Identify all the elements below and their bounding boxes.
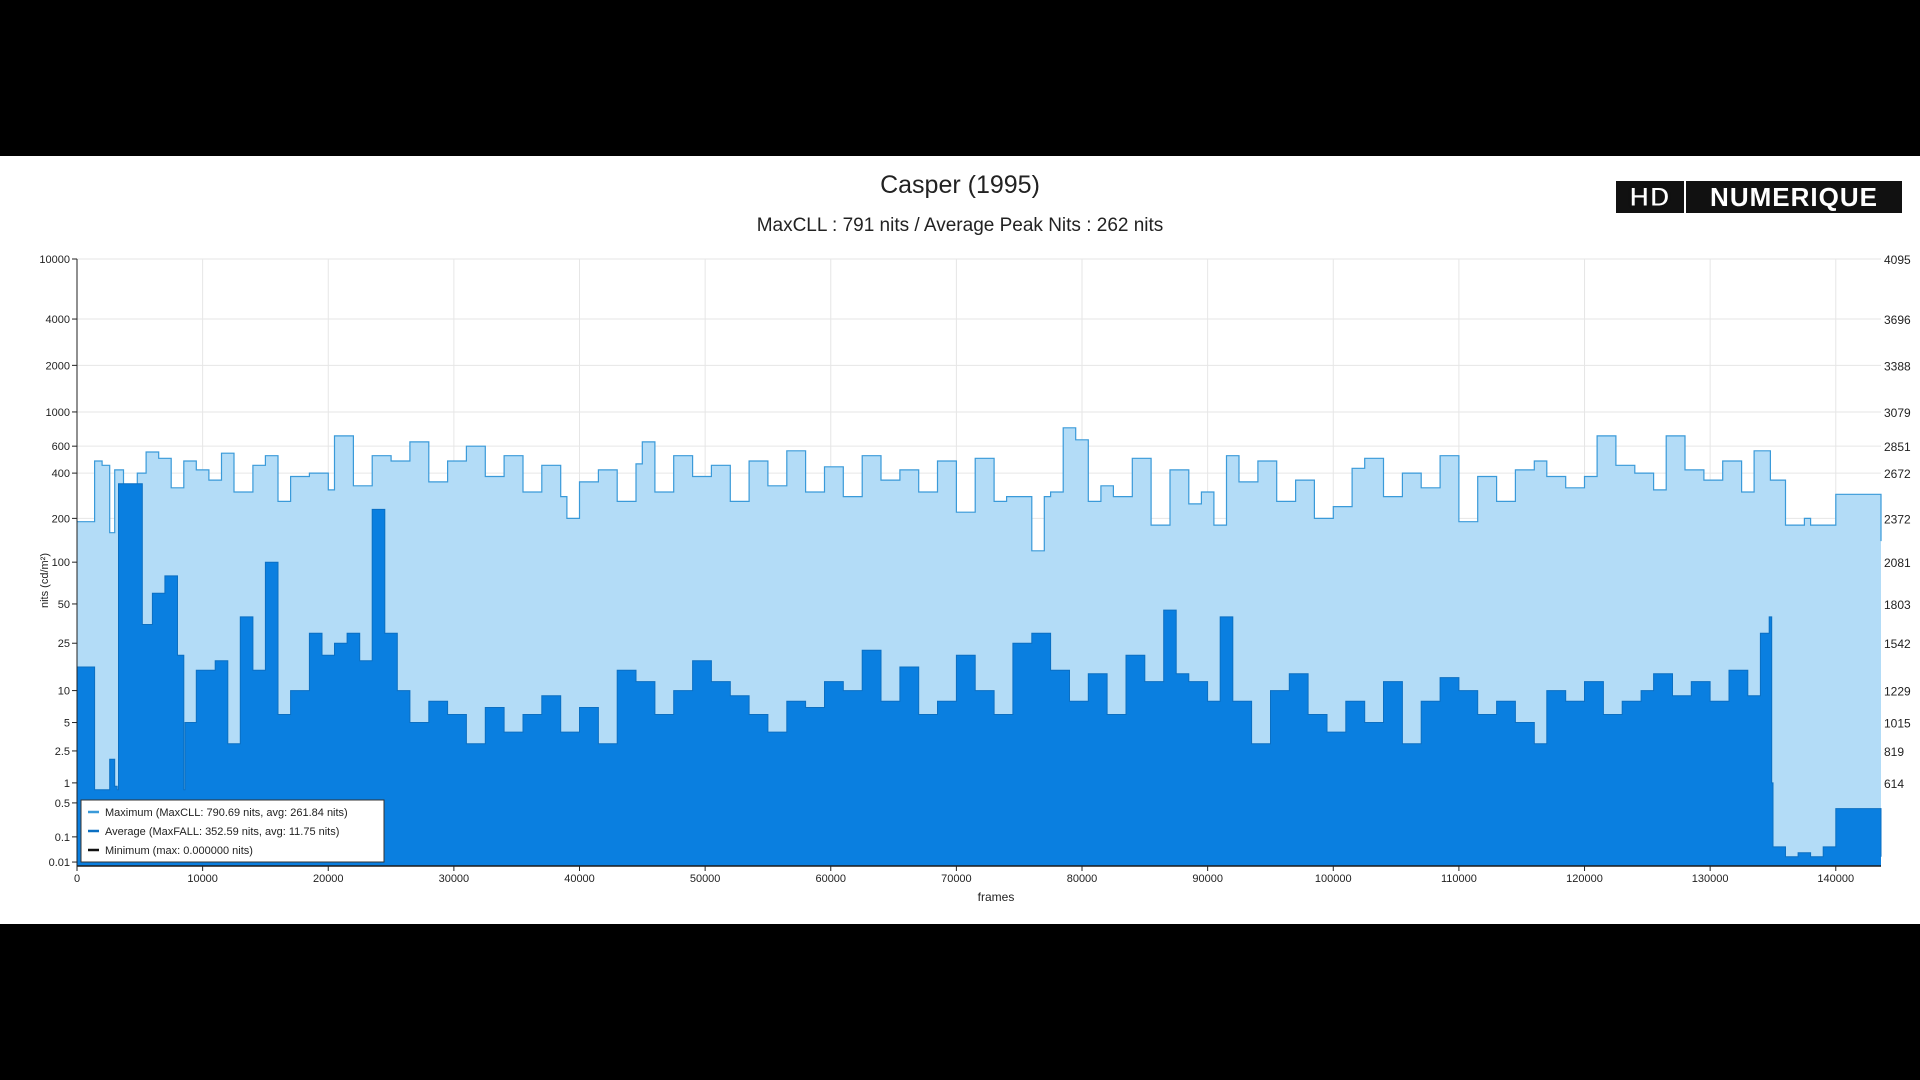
legend-entry: Maximum (MaxCLL: 790.69 nits, avg: 261.8… <box>105 807 348 819</box>
legend-box <box>80 799 385 863</box>
series-average-area <box>77 483 1881 866</box>
y-right-tick-label: 4095 <box>1884 253 1911 267</box>
logo-text-numerique: NUMERIQUE <box>1686 181 1902 213</box>
y-tick-label: 4000 <box>46 314 70 326</box>
x-tick-label: 130000 <box>1692 873 1729 885</box>
chart-subtitle: MaxCLL : 791 nits / Average Peak Nits : … <box>757 215 1164 236</box>
y-right-tick-label: 3696 <box>1884 313 1911 327</box>
y-right-tick-label: 1229 <box>1884 685 1911 699</box>
y-tick-label: 0.1 <box>55 832 70 844</box>
x-tick-label: 60000 <box>815 873 846 885</box>
y-tick-label: 2000 <box>46 360 70 372</box>
y-tick-label: 5 <box>64 718 70 730</box>
y-right-tick-label: 1803 <box>1884 598 1911 612</box>
x-tick-label: 120000 <box>1566 873 1603 885</box>
y-right-tick-label: 1542 <box>1884 637 1911 651</box>
y-axis-label: nits (cd/m²) <box>39 553 51 608</box>
legend-entry: Minimum (max: 0.000000 nits) <box>105 845 253 857</box>
series-maximum-line <box>77 427 1882 552</box>
y-tick-label: 10 <box>58 686 70 698</box>
y-tick-label: 0.5 <box>55 798 70 810</box>
chart-title: Casper (1995) <box>880 171 1040 199</box>
y-tick-label: 50 <box>58 599 70 611</box>
y-right-tick-label: 3388 <box>1884 359 1911 373</box>
y-right-tick-label: 819 <box>1884 745 1904 759</box>
x-tick-label: 80000 <box>1067 873 1098 885</box>
y-right-tick-label: 2672 <box>1884 467 1911 481</box>
y-tick-label: 400 <box>52 468 70 480</box>
x-tick-label: 0 <box>74 873 80 885</box>
x-tick-label: 30000 <box>439 873 470 885</box>
y-tick-label: 25 <box>58 638 70 650</box>
y-tick-label: 1000 <box>46 407 70 419</box>
x-tick-label: 70000 <box>941 873 972 885</box>
y-tick-label: 0.01 <box>49 857 70 869</box>
y-tick-label: 600 <box>52 441 70 453</box>
logo-text-hd: HD <box>1616 181 1684 213</box>
y-right-tick-label: 2081 <box>1884 556 1911 570</box>
y-tick-label: 1 <box>64 778 70 790</box>
y-tick-label: 10000 <box>39 254 70 266</box>
x-tick-label: 90000 <box>1192 873 1223 885</box>
series-average-line <box>77 483 1882 858</box>
y-tick-label: 2.5 <box>55 746 70 758</box>
x-tick-label: 10000 <box>187 873 218 885</box>
y-tick-label: 100 <box>52 557 70 569</box>
x-axis-label: frames <box>978 890 1015 904</box>
x-tick-label: 40000 <box>564 873 595 885</box>
hd-numerique-logo: HD NUMERIQUE <box>1616 181 1902 213</box>
axes: 1000040002000100060040020010050251052.51… <box>39 253 1911 904</box>
x-tick-label: 100000 <box>1315 873 1352 885</box>
legend: Maximum (MaxCLL: 790.69 nits, avg: 261.8… <box>80 799 385 863</box>
x-tick-label: 110000 <box>1441 873 1477 885</box>
legend-entry: Average (MaxFALL: 352.59 nits, avg: 11.7… <box>105 826 339 838</box>
x-tick-label: 140000 <box>1817 873 1854 885</box>
x-tick-label: 20000 <box>313 873 344 885</box>
y-right-tick-label: 614 <box>1884 777 1904 791</box>
y-right-tick-label: 3079 <box>1884 406 1911 420</box>
y-right-tick-label: 2372 <box>1884 512 1911 526</box>
y-tick-label: 200 <box>52 513 70 525</box>
y-right-tick-label: 2851 <box>1884 440 1911 454</box>
x-tick-label: 50000 <box>690 873 721 885</box>
y-right-tick-label: 1015 <box>1884 717 1911 731</box>
